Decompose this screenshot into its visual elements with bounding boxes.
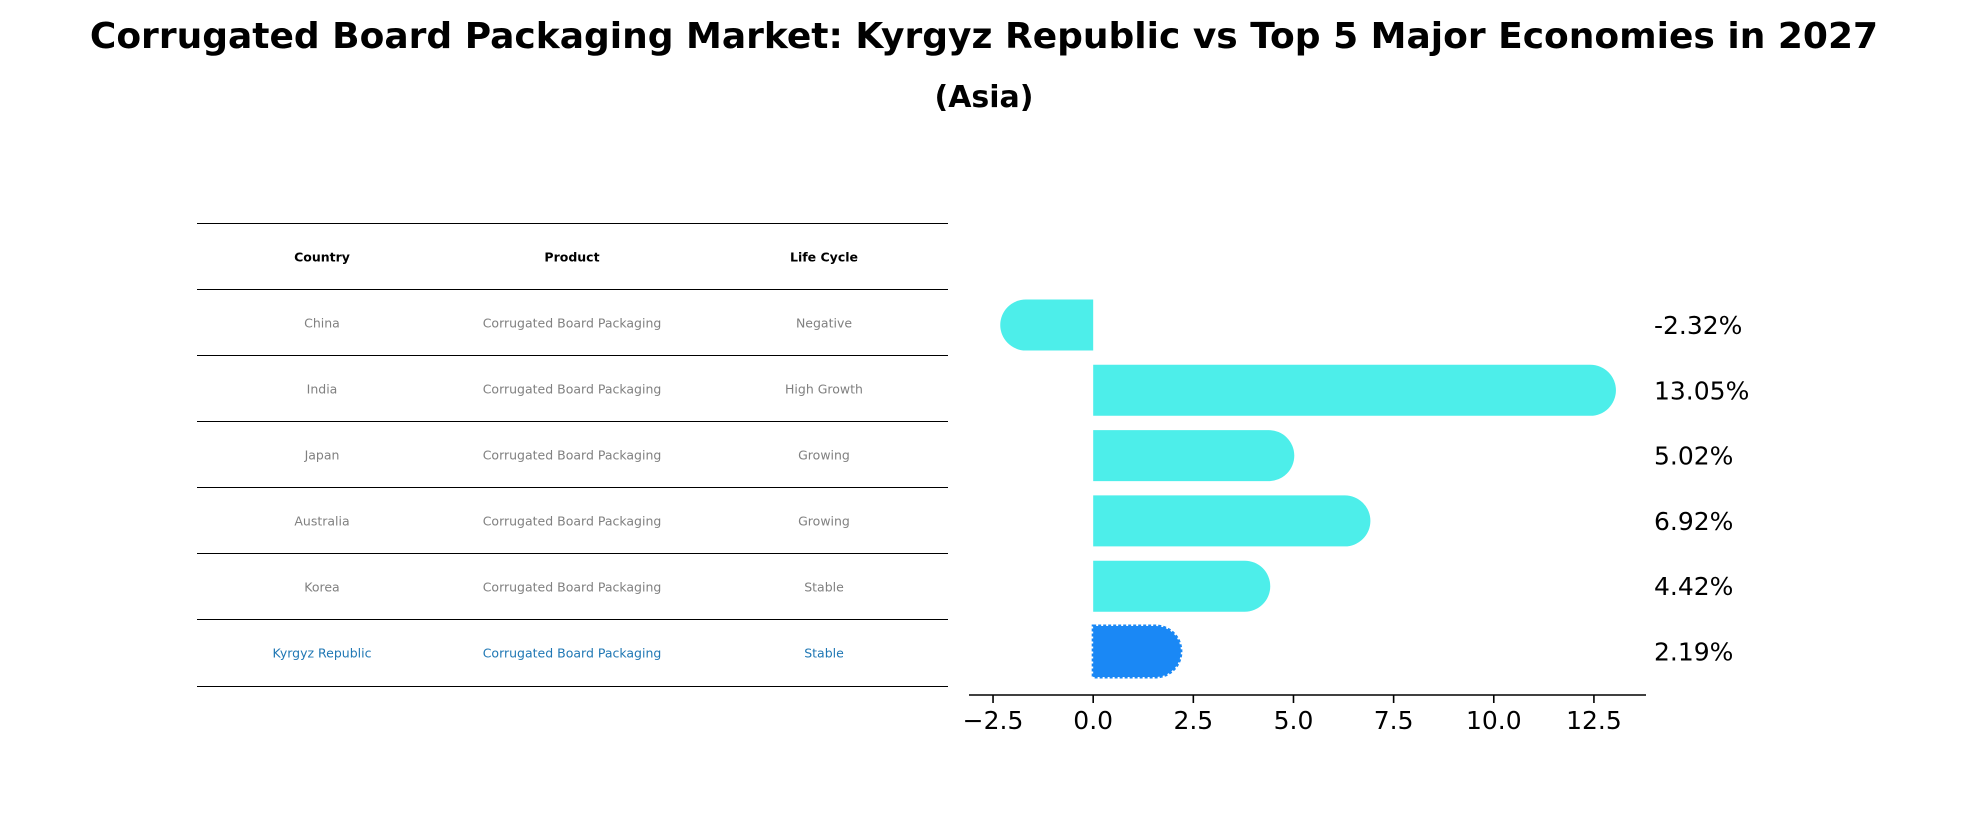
chart-title: Corrugated Board Packaging Market: Kyrgy… xyxy=(89,16,1879,57)
cell-life-cycle: Negative xyxy=(795,315,853,330)
header-product: Product xyxy=(544,249,600,264)
header-country: Country xyxy=(294,249,350,264)
table-row: China Corrugated Board Packaging Negativ… xyxy=(197,289,948,355)
bar xyxy=(1093,495,1371,547)
bar-value-label: 5.02% xyxy=(1654,442,1733,471)
bar-value-label: -2.32% xyxy=(1654,311,1742,340)
cell-product: Corrugated Board Packaging xyxy=(482,579,662,594)
x-tick-label: 5.0 xyxy=(1274,706,1314,735)
cell-life-cycle: Stable xyxy=(804,579,844,594)
x-tick-label: 7.5 xyxy=(1374,706,1414,735)
bar-value-label: 2.19% xyxy=(1654,638,1733,667)
table-row: Australia Corrugated Board Packaging Gro… xyxy=(197,487,948,553)
x-axis: −2.5 0.0 2.5 5.0 7.5 10.0 12.5 xyxy=(963,694,1646,735)
table-row: India Corrugated Board Packaging High Gr… xyxy=(197,355,948,421)
bar-value-label: 6.92% xyxy=(1654,507,1733,536)
lifecycle-table: Country Product Life Cycle China Corruga… xyxy=(197,223,948,687)
x-tick-label: 2.5 xyxy=(1173,706,1213,735)
value-labels-group: -2.32% 13.05% 5.02% 6.92% 4.42% 2.19% xyxy=(1654,311,1749,667)
cell-country: Kyrgyz Republic xyxy=(272,645,372,661)
bar xyxy=(1093,560,1271,612)
cell-country: China xyxy=(304,315,340,330)
bars-group xyxy=(1000,299,1616,679)
x-tick-label: 0.0 xyxy=(1073,706,1113,735)
x-tick-label: 12.5 xyxy=(1566,706,1622,735)
cell-product: Corrugated Board Packaging xyxy=(482,381,662,396)
table-row: Korea Corrugated Board Packaging Stable xyxy=(197,553,948,619)
bar xyxy=(1093,430,1295,482)
chart-subtitle: (Asia) xyxy=(934,80,1034,115)
x-tick-label: 10.0 xyxy=(1466,706,1522,735)
cell-life-cycle: Growing xyxy=(798,447,850,462)
bar xyxy=(1093,364,1616,416)
header-life-cycle: Life Cycle xyxy=(789,249,859,264)
cell-product: Corrugated Board Packaging xyxy=(482,315,662,330)
cell-country: Japan xyxy=(304,447,340,462)
bar-highlighted xyxy=(1091,624,1183,679)
bar-value-label: 13.05% xyxy=(1654,376,1749,405)
bar-value-label: 4.42% xyxy=(1654,572,1733,601)
cell-country: India xyxy=(306,381,338,396)
table-header-row: Country Product Life Cycle xyxy=(197,223,948,289)
table-row: Japan Corrugated Board Packaging Growing xyxy=(197,421,948,487)
x-tick-label: −2.5 xyxy=(963,706,1024,735)
table-row-highlighted: Kyrgyz Republic Corrugated Board Packagi… xyxy=(197,619,948,687)
cell-life-cycle: Stable xyxy=(804,645,844,661)
cell-country: Australia xyxy=(294,513,350,528)
cell-product: Corrugated Board Packaging xyxy=(482,645,662,661)
bar xyxy=(1000,299,1094,351)
cell-product: Corrugated Board Packaging xyxy=(482,513,662,528)
cell-product: Corrugated Board Packaging xyxy=(482,447,662,462)
cell-country: Korea xyxy=(304,579,340,594)
cell-life-cycle: High Growth xyxy=(785,381,863,396)
cell-life-cycle: Growing xyxy=(798,513,850,528)
